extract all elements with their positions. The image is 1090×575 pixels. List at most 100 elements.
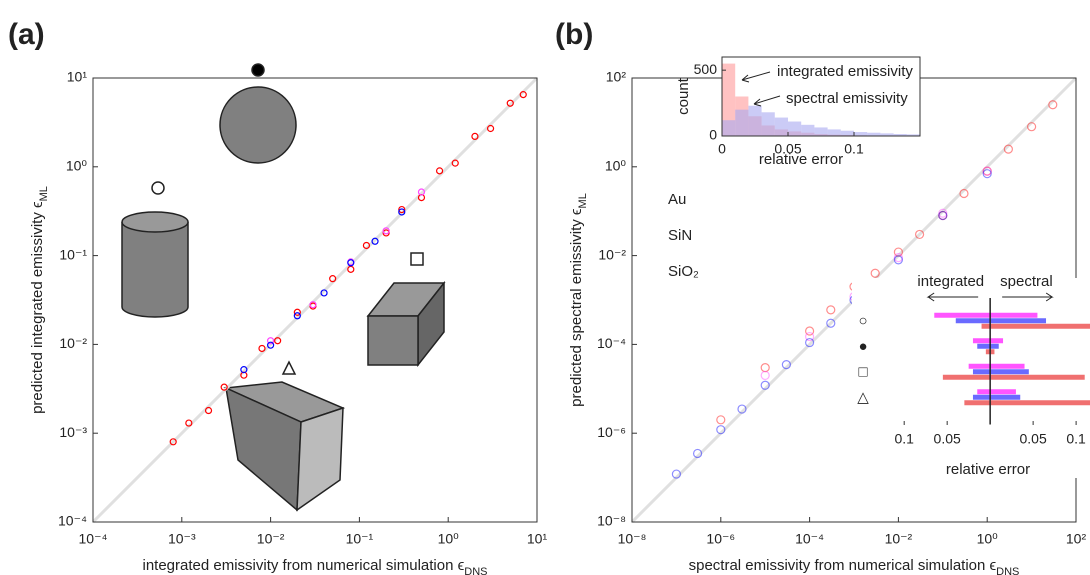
hist-bar	[801, 124, 815, 136]
data-point	[893, 255, 904, 265]
data-point	[1048, 100, 1058, 110]
y-tick-label: 0	[709, 127, 717, 143]
category-label: △	[857, 389, 869, 406]
xlabel-sub: DNS	[464, 566, 487, 575]
hist-bar	[827, 129, 841, 136]
category-label: ○	[858, 313, 867, 330]
category-label: ●	[858, 338, 867, 355]
y-tick-label: 10⁰	[66, 158, 88, 174]
data-point	[486, 124, 495, 133]
y-tick-label: 10⁻⁴	[58, 513, 87, 529]
bar	[955, 318, 991, 324]
data-point	[804, 337, 815, 348]
data-point	[471, 132, 479, 140]
bar	[990, 374, 1085, 380]
data-point	[519, 91, 527, 99]
bar	[990, 363, 1025, 369]
data-point	[382, 229, 390, 237]
y-tick-label: 10¹	[67, 69, 88, 85]
shape-icons	[121, 63, 446, 512]
data-point	[362, 241, 371, 250]
data-point	[371, 237, 379, 245]
data-point	[804, 331, 815, 342]
xlabel: spectral emissivity from numerical simul…	[689, 557, 1020, 575]
hist-bar	[867, 132, 881, 136]
data-point	[893, 247, 904, 257]
x-tick-label: 0	[718, 141, 726, 157]
annotation: spectral emissivity	[786, 90, 908, 107]
bar	[985, 349, 991, 355]
data-point	[185, 419, 193, 427]
panel-label: (a)	[8, 18, 45, 51]
hist-bar	[814, 127, 828, 136]
data-point	[309, 301, 317, 309]
data-point	[804, 326, 815, 336]
bar	[990, 318, 1047, 324]
x-tick-label: 10⁻⁴	[79, 531, 108, 547]
x-tick-label: 10⁰	[977, 531, 999, 547]
left-label: integrated	[917, 273, 984, 290]
bar	[990, 369, 1029, 375]
data-point	[435, 167, 444, 175]
bar	[990, 389, 1016, 395]
data-point	[716, 415, 726, 425]
bar	[990, 349, 995, 355]
data-point	[826, 318, 836, 328]
y-tick-label: 10⁻²	[598, 246, 626, 262]
y-tick-label: 10²	[606, 69, 627, 85]
right-label: spectral	[1000, 273, 1053, 290]
hist-bar	[761, 112, 775, 136]
hist-bar	[906, 134, 920, 136]
x-tick-label: 10⁻⁶	[706, 531, 735, 547]
data-point	[959, 188, 969, 199]
xlabel-sub: DNS	[996, 566, 1019, 575]
bar	[990, 312, 1038, 318]
data-point	[329, 275, 337, 283]
data-point	[382, 227, 390, 235]
hist-bar	[840, 130, 854, 136]
data-point	[347, 265, 355, 273]
ylabel: predicted integrated emissivity ϵML	[29, 186, 50, 414]
data-point	[220, 383, 228, 391]
data-point	[320, 289, 328, 297]
x-tick-label: 0.1	[894, 431, 914, 447]
bar	[990, 343, 999, 349]
annotation: integrated emissivity	[777, 63, 913, 80]
y-tick-label: 10⁻²	[59, 335, 87, 351]
data-point	[893, 253, 904, 263]
ylabel-sub: ML	[38, 186, 50, 201]
hist-bar	[722, 63, 736, 137]
ylabel: predicted spectral emissivity ϵML	[568, 193, 589, 407]
data-point	[258, 344, 266, 353]
data-point	[506, 99, 514, 107]
data-point	[870, 268, 880, 278]
hist-bar	[735, 109, 749, 136]
data-point	[169, 438, 177, 446]
data-point	[204, 406, 213, 415]
bar	[942, 374, 991, 380]
data-point	[274, 337, 282, 345]
data-point	[760, 370, 770, 381]
bar	[977, 343, 991, 349]
inset-box	[721, 56, 921, 137]
hist-bar	[880, 133, 894, 136]
y-tick-label: 10⁻⁶	[597, 424, 626, 440]
data-point	[982, 166, 992, 176]
inset-xlabel: relative error	[946, 461, 1030, 478]
data-point	[938, 210, 948, 221]
hist-bar	[774, 117, 788, 136]
panel-label: (b)	[555, 18, 593, 51]
data-point	[938, 208, 948, 218]
inset-ylabel: count	[675, 77, 692, 115]
xlabel-main: integrated emissivity from numerical sim…	[143, 557, 465, 574]
annotation-arrow	[741, 71, 771, 83]
x-tick-label: 10⁻²	[257, 531, 285, 547]
data-point	[1003, 144, 1013, 154]
legend-entry: SiN	[668, 227, 692, 244]
bar	[990, 323, 1090, 329]
bar	[934, 312, 991, 318]
y-tick-label: 10⁻³	[59, 424, 87, 440]
bar	[990, 400, 1090, 406]
hist-bar	[748, 105, 762, 136]
bar	[990, 394, 1021, 400]
